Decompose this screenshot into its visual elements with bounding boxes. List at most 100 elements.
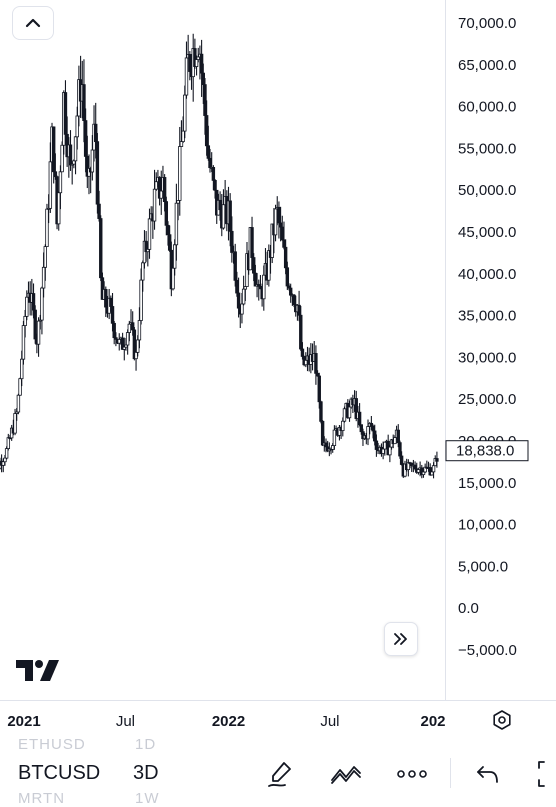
candle-body (16, 394, 21, 413)
candle-body (117, 338, 121, 344)
candle-body (125, 332, 130, 346)
candle-body (332, 429, 337, 446)
candle-body (194, 59, 199, 67)
candle-body (421, 471, 426, 476)
candle-body (94, 123, 98, 143)
indicators-icon (331, 766, 361, 784)
candle-body (277, 206, 281, 224)
candle-body (416, 469, 421, 473)
candle-body (292, 294, 296, 306)
undo-button[interactable] (470, 756, 506, 792)
scroll-to-realtime-button[interactable] (384, 622, 418, 656)
candle-body (33, 309, 37, 340)
candle-body (208, 157, 212, 169)
candle-body (211, 167, 216, 181)
symbol-selector[interactable]: BTCUSD (18, 762, 101, 784)
tradingview-logo[interactable] (16, 660, 60, 687)
candle-body (213, 180, 217, 191)
candle-body (159, 190, 163, 199)
candle-body (13, 413, 17, 434)
y-tick-label: 0.0 (458, 600, 479, 617)
candle-body (1, 461, 5, 466)
candle-body (304, 359, 308, 366)
candle-body (366, 426, 370, 440)
price-chart[interactable]: −5,000.00.05,000.010,000.015,000.020,000… (0, 0, 556, 740)
candle-body (173, 244, 177, 269)
more-icon (397, 770, 427, 778)
interval-picker-next[interactable]: 1W (135, 790, 160, 807)
x-tick-label: Jul (320, 713, 339, 730)
candle-body (97, 203, 101, 219)
candle-body (314, 353, 318, 374)
candle-body (23, 315, 27, 326)
candle-body (320, 420, 325, 446)
candle-body (398, 442, 402, 457)
candle-body (72, 160, 76, 165)
symbol-picker-next[interactable]: MRTN (18, 790, 66, 807)
candle-body (95, 141, 100, 205)
candle-body (6, 437, 11, 450)
last-price-marker: 18,838.0 (445, 440, 529, 462)
more-button[interactable] (394, 756, 430, 792)
candle-body (112, 322, 116, 339)
y-tick-label: 30,000.0 (458, 349, 516, 366)
candle-body (21, 325, 26, 360)
y-tick-label: 5,000.0 (458, 558, 508, 575)
candle-body (99, 218, 103, 279)
candle-body (396, 429, 400, 444)
candle-body (43, 246, 47, 268)
candle-body (188, 54, 192, 72)
y-tick-label: 60,000.0 (458, 99, 516, 116)
candle-body (110, 306, 115, 324)
candle-body (206, 145, 211, 159)
candle-body (221, 204, 226, 229)
x-tick-label: 202 (420, 713, 445, 730)
candle-body (282, 239, 286, 248)
candle-body (297, 304, 301, 316)
interval-picker-prev[interactable]: 1D (135, 736, 157, 753)
candle-body (41, 266, 46, 289)
candle-body (241, 288, 246, 305)
candle-body (235, 279, 239, 294)
y-tick-label: 40,000.0 (458, 266, 516, 283)
fullscreen-button[interactable] (530, 756, 556, 792)
candle-body (413, 464, 417, 470)
candle-body (300, 348, 305, 357)
candle-body (109, 297, 113, 307)
candle-body (324, 442, 328, 448)
drawing-tools-button[interactable] (262, 756, 298, 792)
candle-body (127, 323, 132, 333)
interval-selector[interactable]: 3D (133, 762, 159, 784)
y-tick-label: 45,000.0 (458, 224, 516, 241)
collapse-button[interactable] (12, 6, 54, 40)
y-tick-label: −5,000.0 (458, 642, 517, 659)
y-tick-label: 10,000.0 (458, 517, 516, 534)
candle-body (20, 358, 24, 380)
candle-body (139, 279, 143, 321)
price-axis[interactable]: −5,000.00.05,000.010,000.015,000.020,000… (458, 15, 517, 659)
y-tick-label: 70,000.0 (458, 15, 516, 32)
candle-body (278, 222, 283, 228)
y-tick-label: 25,000.0 (458, 391, 516, 408)
candle-body (431, 465, 436, 473)
chart-settings-button[interactable] (490, 708, 514, 732)
candle-body (315, 372, 320, 377)
candle-body (228, 200, 232, 232)
candle-body (178, 146, 182, 201)
indicators-button[interactable] (328, 756, 364, 792)
time-axis[interactable]: 2021 Jul 2022 Jul 202 (7, 713, 445, 730)
y-tick-label: 15,000.0 (458, 475, 516, 492)
candle-body (357, 411, 362, 426)
candle-body (82, 84, 86, 121)
candle-body (104, 289, 108, 308)
candle-body (331, 445, 335, 450)
candle-body (283, 246, 288, 269)
symbol-picker-prev[interactable]: ETHUSD (18, 736, 86, 753)
y-tick-label: 65,000.0 (458, 57, 516, 74)
candle-body (399, 455, 404, 465)
candle-body (347, 406, 352, 419)
candle-body (171, 267, 175, 290)
candle-body (288, 287, 293, 296)
candle-body (75, 115, 79, 138)
candle-body (341, 420, 345, 431)
